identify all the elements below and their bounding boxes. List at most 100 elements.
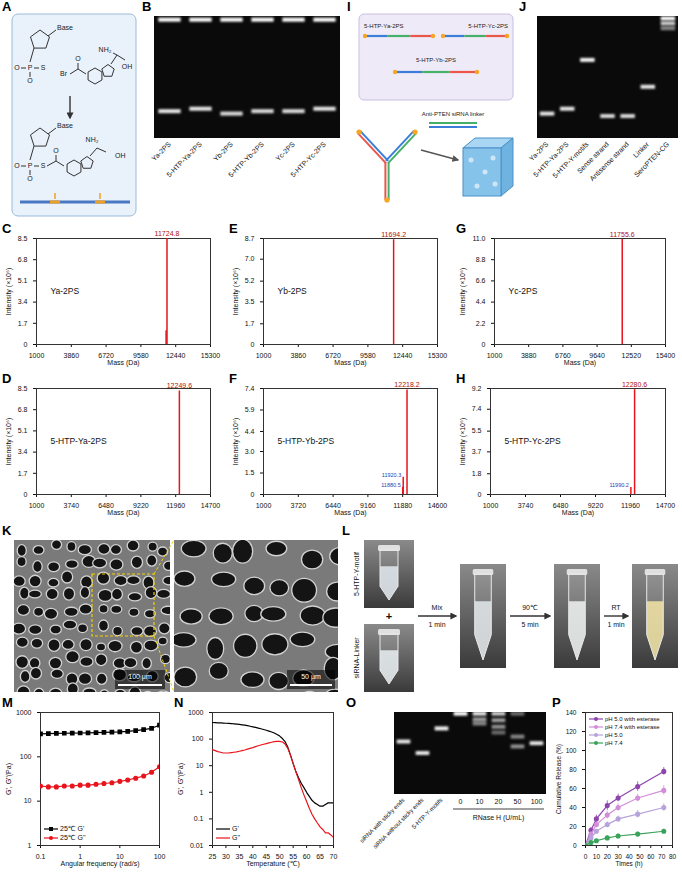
svg-text:10: 10: [593, 853, 601, 860]
svg-text:5-HTP-Ya-2PS: 5-HTP-Ya-2PS: [364, 23, 404, 29]
svg-text:12440: 12440: [393, 352, 413, 359]
svg-text:14700: 14700: [656, 502, 676, 509]
svg-text:Mass (Da): Mass (Da): [107, 509, 139, 517]
svg-text:5-HTP-Ya-2PS: 5-HTP-Ya-2PS: [532, 140, 570, 178]
svg-text:6.6: 6.6: [476, 277, 486, 284]
svg-text:0: 0: [24, 341, 28, 348]
svg-text:60: 60: [647, 853, 655, 860]
svg-text:11990.2: 11990.2: [609, 482, 628, 488]
svg-text:120: 120: [566, 728, 577, 735]
svg-text:5-HTP-Yc-2PS: 5-HTP-Yc-2PS: [468, 23, 508, 29]
svg-text:5-HTP-Yb-2PS: 5-HTP-Yb-2PS: [416, 57, 456, 63]
svg-text:OH: OH: [115, 152, 126, 159]
svg-text:Intensity (×10⁶): Intensity (×10⁶): [5, 268, 13, 315]
svg-text:Yc-2PS: Yc-2PS: [509, 286, 538, 296]
svg-text:RT: RT: [611, 604, 621, 611]
svg-text:11920.3: 11920.3: [382, 472, 401, 478]
svg-text:0.01: 0.01: [190, 842, 204, 849]
svg-text:G', G''(Pa): G', G''(Pa): [177, 763, 185, 795]
svg-text:11880: 11880: [393, 502, 412, 509]
svg-text:0: 0: [478, 491, 482, 498]
svg-text:6.8: 6.8: [18, 256, 28, 263]
svg-text:Mass (Da): Mass (Da): [564, 359, 596, 367]
svg-text:5.1: 5.1: [18, 277, 28, 284]
svg-text:0.1: 0.1: [36, 853, 46, 860]
svg-text:RNase H (U/mL): RNase H (U/mL): [473, 814, 525, 822]
svg-text:14700: 14700: [201, 502, 221, 509]
svg-text:8.5: 8.5: [18, 385, 28, 392]
svg-text:1.5: 1.5: [245, 469, 255, 476]
svg-text:1.7: 1.7: [245, 320, 255, 327]
svg-text:70: 70: [330, 853, 338, 860]
svg-text:5-HTP-Ya-2PS: 5-HTP-Ya-2PS: [51, 436, 107, 446]
svg-text:0: 0: [573, 842, 577, 849]
svg-text:siRNA-Linker: siRNA-Linker: [353, 637, 360, 679]
svg-text:12520: 12520: [622, 352, 642, 359]
svg-text:70: 70: [658, 853, 666, 860]
svg-text:11724.8: 11724.8: [155, 230, 180, 237]
svg-text:Yc-2PS: Yc-2PS: [274, 140, 296, 162]
svg-text:20: 20: [495, 798, 503, 805]
svg-text:5.1: 5.1: [18, 427, 28, 434]
svg-text:O: O: [53, 147, 59, 154]
svg-text:11.0: 11.0: [472, 235, 485, 242]
svg-text:100: 100: [531, 798, 543, 805]
svg-text:Mass (Da): Mass (Da): [334, 509, 366, 517]
svg-text:5.2: 5.2: [245, 277, 255, 284]
svg-text:Times (h): Times (h): [615, 860, 642, 868]
svg-text:10: 10: [196, 762, 204, 769]
svg-text:S: S: [41, 162, 46, 169]
svg-text:11960: 11960: [166, 502, 185, 509]
svg-text:1000: 1000: [256, 352, 272, 359]
svg-text:90℃: 90℃: [522, 604, 538, 611]
svg-text:Intensity (×10⁶): Intensity (×10⁶): [459, 418, 467, 465]
svg-text:10: 10: [476, 798, 484, 805]
svg-text:3860: 3860: [64, 352, 80, 359]
svg-text:14600: 14600: [428, 502, 448, 509]
svg-text:O: O: [27, 77, 33, 84]
svg-text:1000: 1000: [483, 502, 499, 509]
svg-text:60: 60: [569, 785, 577, 792]
svg-text:Mass (Da): Mass (Da): [334, 359, 366, 367]
svg-text:Intensity (×10⁶): Intensity (×10⁶): [232, 268, 240, 315]
svg-text:Anti-PTEN siRNA linker: Anti-PTEN siRNA linker: [422, 111, 485, 117]
svg-text:7.4: 7.4: [245, 385, 255, 392]
svg-text:Mass (Da): Mass (Da): [562, 509, 594, 517]
svg-text:S: S: [41, 64, 46, 71]
svg-text:5-HTP-Y-motifs: 5-HTP-Y-motifs: [551, 140, 590, 179]
svg-text:50: 50: [514, 798, 522, 805]
svg-text:60: 60: [303, 853, 311, 860]
svg-text:12440: 12440: [166, 352, 186, 359]
svg-text:80: 80: [669, 853, 677, 860]
svg-text:0: 0: [459, 798, 463, 805]
svg-text:2.2: 2.2: [476, 320, 486, 327]
svg-text:100: 100: [154, 853, 166, 860]
svg-text:3720: 3720: [291, 502, 307, 509]
svg-text:Yb-2PS: Yb-2PS: [278, 286, 308, 296]
svg-text:OH: OH: [122, 63, 133, 70]
svg-text:11755.6: 11755.6: [610, 231, 635, 238]
svg-text:0: 0: [24, 491, 28, 498]
svg-text:5-HTP-Y-motif: 5-HTP-Y-motif: [353, 552, 360, 596]
svg-text:Mass (Da): Mass (Da): [107, 359, 139, 367]
svg-text:7.0: 7.0: [245, 255, 255, 262]
svg-text:11960: 11960: [621, 502, 640, 509]
svg-text:Angular frequency (rad/s): Angular frequency (rad/s): [61, 860, 140, 868]
svg-text:5-HTP-Yc-2PS: 5-HTP-Yc-2PS: [289, 140, 327, 178]
svg-text:O: O: [14, 64, 20, 71]
svg-text:0: 0: [251, 491, 255, 498]
svg-text:3.4: 3.4: [18, 448, 28, 455]
svg-text:Intensity (×10⁶): Intensity (×10⁶): [5, 418, 13, 465]
svg-text:1: 1: [200, 789, 204, 796]
svg-text:8.8: 8.8: [476, 256, 486, 263]
svg-text:40: 40: [569, 804, 577, 811]
svg-text:1000: 1000: [256, 502, 272, 509]
svg-text:80: 80: [569, 766, 577, 773]
svg-text:Yb-2PS: Yb-2PS: [212, 140, 234, 162]
svg-text:Intensity (×10⁶): Intensity (×10⁶): [459, 268, 467, 315]
svg-text:1000: 1000: [16, 709, 32, 716]
svg-text:20: 20: [569, 823, 577, 830]
svg-text:8.7: 8.7: [245, 235, 255, 242]
svg-text:3.0: 3.0: [245, 448, 255, 455]
svg-text:12218.2: 12218.2: [394, 381, 419, 388]
